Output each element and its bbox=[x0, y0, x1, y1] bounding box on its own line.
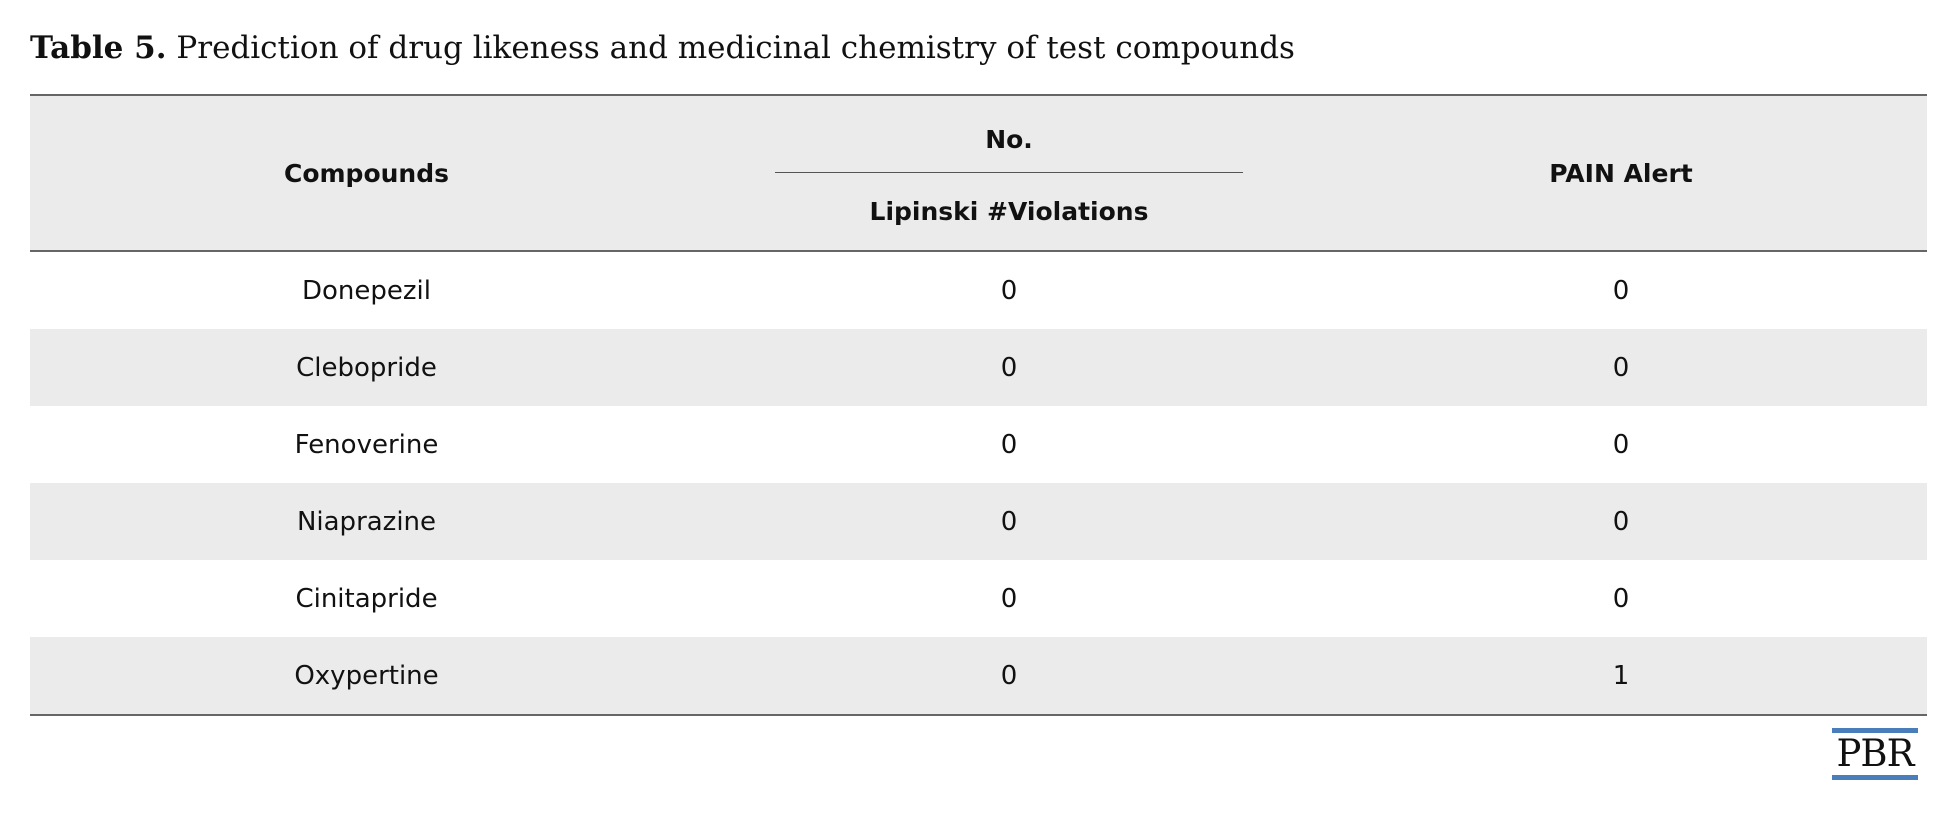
table-row: Clebopride 0 0 bbox=[30, 329, 1927, 406]
cell-compound: Oxypertine bbox=[30, 637, 703, 716]
logo-text: PBR bbox=[1836, 732, 1915, 775]
header-pain-alert: PAIN Alert bbox=[1315, 94, 1927, 252]
cell-lipinski: 0 bbox=[1000, 275, 1018, 306]
pbr-logo: PBR bbox=[1832, 728, 1918, 780]
cell-compound: Donepezil bbox=[302, 275, 431, 306]
cell-pain: 0 bbox=[1612, 583, 1630, 614]
caption-text: Prediction of drug likeness and medicina… bbox=[166, 30, 1295, 66]
caption-label: Table 5. bbox=[30, 30, 167, 66]
cell-compound: Niaprazine bbox=[30, 483, 703, 560]
cell-pain: 0 bbox=[1315, 329, 1927, 406]
table-row: Cinitapride 0 0 bbox=[30, 560, 1927, 637]
table-caption: Table 5. Prediction of drug likeness and… bbox=[30, 30, 1295, 66]
header-group-no: No. bbox=[703, 94, 1315, 173]
cell-lipinski: 0 bbox=[703, 483, 1315, 560]
table-row: Oxypertine 0 1 bbox=[30, 637, 1927, 716]
cell-lipinski: 0 bbox=[703, 637, 1315, 716]
header-lipinski-violations: Lipinski #Violations bbox=[703, 173, 1315, 252]
cell-compound: Cinitapride bbox=[295, 583, 438, 614]
header-compounds: Compounds bbox=[30, 94, 703, 252]
cell-pain: 0 bbox=[1612, 429, 1630, 460]
cell-lipinski: 0 bbox=[1000, 429, 1018, 460]
cell-compound: Clebopride bbox=[30, 329, 703, 406]
logo-top-bar bbox=[1832, 728, 1918, 733]
logo-bottom-bar bbox=[1832, 775, 1918, 780]
cell-compound: Fenoverine bbox=[294, 429, 439, 460]
cell-pain: 0 bbox=[1315, 483, 1927, 560]
drug-likeness-table: Compounds No. PAIN Alert Lipinski #Viola… bbox=[30, 94, 1927, 716]
table-row: Niaprazine 0 0 bbox=[30, 483, 1927, 560]
header-group-rule bbox=[775, 172, 1243, 173]
cell-pain: 1 bbox=[1315, 637, 1927, 716]
table-row: Donepezil 0 0 bbox=[30, 251, 1927, 329]
table-row: Fenoverine 0 0 bbox=[30, 406, 1927, 483]
cell-lipinski: 0 bbox=[703, 329, 1315, 406]
header-group-label: No. bbox=[985, 125, 1033, 154]
cell-pain: 0 bbox=[1612, 275, 1630, 306]
cell-lipinski: 0 bbox=[1000, 583, 1018, 614]
